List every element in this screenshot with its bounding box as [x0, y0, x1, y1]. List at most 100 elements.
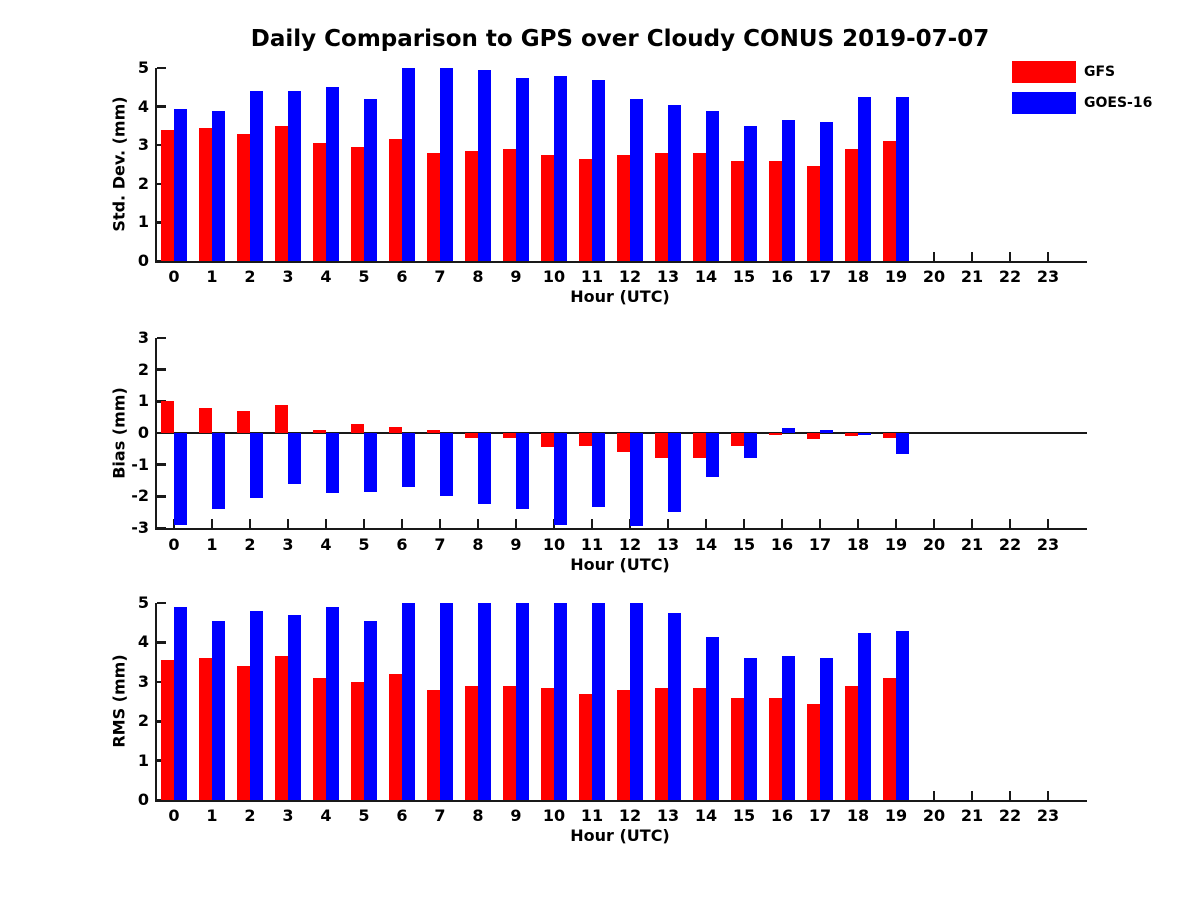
y-tick	[157, 526, 166, 530]
legend-item-goes16: GOES-16	[1012, 92, 1152, 114]
goes16-bar	[554, 75, 567, 261]
x-tick-label: 21	[960, 267, 984, 286]
x-tick-label: 4	[320, 806, 332, 825]
goes16-bar	[326, 606, 339, 800]
x-tick-label: 16	[770, 535, 794, 554]
gfs-bar	[275, 404, 288, 433]
gfs-bar	[503, 149, 516, 261]
goes16-bar	[706, 433, 719, 478]
x-tick	[1046, 791, 1050, 800]
gfs-bar	[161, 660, 174, 800]
x-tick-label: 2	[244, 267, 256, 286]
goes16-bar	[744, 658, 757, 800]
x-tick	[780, 519, 784, 528]
goes16-bar	[782, 656, 795, 800]
gfs-bar	[807, 703, 820, 800]
goes16-bar	[858, 433, 871, 435]
gfs-bar	[693, 433, 706, 459]
goes16-bar	[516, 603, 529, 800]
x-tick-label: 9	[510, 806, 522, 825]
y-tick-label: 1	[137, 391, 149, 411]
x-tick-label: 17	[808, 267, 832, 286]
goes16-bar	[402, 68, 415, 261]
gfs-bar	[503, 685, 516, 800]
gfs-bar	[883, 141, 896, 261]
goes16-bar	[478, 69, 491, 261]
goes16-color-swatch	[1012, 92, 1076, 114]
x-tick-label: 15	[732, 267, 756, 286]
gfs-bar	[351, 147, 364, 261]
rms-y-axis-label: RMS (mm)	[109, 654, 129, 748]
goes16-bar	[630, 433, 643, 527]
goes16-bar	[706, 110, 719, 261]
goes16-bar	[288, 614, 301, 800]
goes16-bar	[440, 603, 453, 800]
x-tick-label: 10	[542, 267, 566, 286]
x-tick-label: 23	[1036, 267, 1060, 286]
x-tick-label: 18	[846, 535, 870, 554]
x-tick-label: 4	[320, 535, 332, 554]
x-tick	[894, 519, 898, 528]
x-tick-label: 7	[434, 806, 446, 825]
goes16-bar	[440, 433, 453, 497]
chart-title: Daily Comparison to GPS over Cloudy CONU…	[250, 26, 990, 52]
x-tick-label: 16	[770, 806, 794, 825]
gfs-bar	[389, 426, 402, 433]
x-tick-label: 9	[510, 535, 522, 554]
gfs-bar	[313, 429, 326, 433]
x-tick	[970, 791, 974, 800]
x-tick-label: 14	[694, 806, 718, 825]
x-tick	[1008, 252, 1012, 261]
x-tick-label: 11	[580, 806, 604, 825]
x-tick	[742, 519, 746, 528]
x-tick-label: 13	[656, 535, 680, 554]
x-tick-label: 2	[244, 806, 256, 825]
y-tick-label: 1	[137, 750, 149, 770]
x-tick-label: 10	[542, 535, 566, 554]
gfs-bar	[579, 433, 592, 446]
gfs-bar	[313, 143, 326, 261]
x-tick	[932, 519, 936, 528]
x-tick-label: 21	[960, 535, 984, 554]
rms-x-axis-label: Hour (UTC)	[570, 826, 670, 845]
x-tick-label: 3	[282, 267, 294, 286]
x-tick-label: 20	[922, 535, 946, 554]
y-tick-label: 2	[137, 711, 149, 731]
y-tick-label: 3	[137, 135, 149, 155]
x-tick-label: 7	[434, 535, 446, 554]
y-tick	[157, 259, 166, 263]
x-tick-label: 13	[656, 267, 680, 286]
goes16-bar	[402, 433, 415, 487]
gfs-bar	[617, 154, 630, 261]
goes16-bar	[896, 96, 909, 261]
x-tick-label: 22	[998, 806, 1022, 825]
bias-x-axis-label: Hour (UTC)	[570, 555, 670, 574]
gfs-bar	[769, 697, 782, 800]
y-tick-label: 0	[137, 423, 149, 442]
goes16-bar	[706, 636, 719, 800]
goes16-bar	[402, 603, 415, 800]
legend-label-goes16: GOES-16	[1084, 95, 1153, 111]
goes16-bar	[820, 122, 833, 261]
x-tick-label: 22	[998, 267, 1022, 286]
x-tick	[400, 519, 404, 528]
x-tick	[818, 519, 822, 528]
x-tick	[970, 252, 974, 261]
x-tick-label: 14	[694, 535, 718, 554]
x-tick	[590, 519, 594, 528]
gfs-bar	[541, 154, 554, 261]
stddev-x-tick-labels: 0 1 2 3 4 5 6 7 8 9 10 11 12 13 14 15 16 17 18 19 20 21 22 23	[157, 267, 1087, 287]
x-tick	[324, 519, 328, 528]
y-tick-label: 5	[137, 593, 149, 612]
x-tick-label: 3	[282, 535, 294, 554]
y-tick-label: 2	[137, 173, 149, 193]
x-tick-label: 6	[396, 267, 408, 286]
goes16-bar	[782, 428, 795, 434]
x-tick-label: 11	[580, 267, 604, 286]
gfs-bar	[731, 697, 744, 800]
goes16-bar	[478, 603, 491, 800]
gfs-bar	[845, 149, 858, 261]
goes16-bar	[896, 630, 909, 800]
x-tick-label: 4	[320, 267, 332, 286]
x-tick	[476, 519, 480, 528]
